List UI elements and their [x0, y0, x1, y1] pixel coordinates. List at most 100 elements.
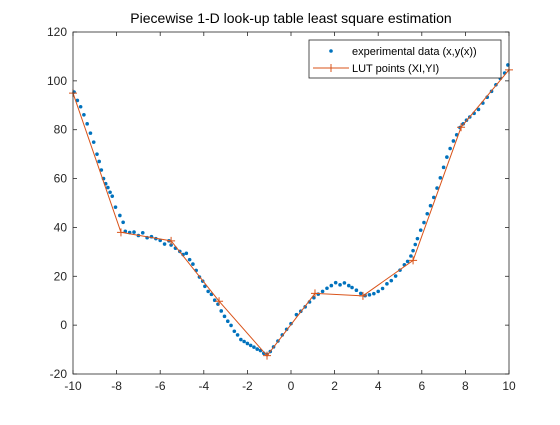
- legend: experimental data (x,y(x)) LUT points (X…: [308, 39, 502, 79]
- data-point: [169, 243, 173, 247]
- data-point: [95, 152, 99, 156]
- data-point: [242, 339, 246, 344]
- data-point: [245, 341, 250, 346]
- data-point: [333, 280, 338, 285]
- data-point: [451, 139, 456, 143]
- x-tick-label: -8: [111, 379, 122, 393]
- data-point: [121, 220, 125, 225]
- data-point: [75, 98, 80, 103]
- data-point: [448, 146, 452, 151]
- x-tick-label: -2: [242, 379, 253, 393]
- data-point: [411, 248, 415, 253]
- data-point: [239, 337, 243, 342]
- data-point: [380, 286, 385, 291]
- data-point: [219, 309, 224, 313]
- data-point: [206, 289, 210, 294]
- data-point: [203, 284, 207, 289]
- data-point: [320, 289, 325, 294]
- plot-area-background: [73, 32, 509, 374]
- data-point: [110, 194, 115, 198]
- data-point: [184, 251, 189, 256]
- data-point: [113, 205, 118, 209]
- lut-point-marker: [116, 228, 125, 237]
- lut-point-marker: [263, 351, 272, 360]
- legend-plus-marker: [327, 64, 335, 72]
- data-point: [445, 155, 449, 159]
- data-point: [108, 190, 112, 195]
- data-point: [106, 185, 110, 190]
- lut-point-marker: [457, 123, 466, 132]
- data-point: [132, 230, 136, 234]
- lut-point-marker: [409, 256, 418, 265]
- data-point: [99, 168, 104, 172]
- data-point: [415, 236, 420, 241]
- data-point: [118, 213, 122, 218]
- data-point: [252, 345, 256, 349]
- lut-point-marker: [215, 297, 224, 306]
- data-point: [431, 195, 436, 200]
- data-point: [187, 257, 192, 262]
- data-point: [162, 242, 167, 246]
- x-tick-label: -4: [198, 379, 209, 393]
- data-point: [338, 283, 342, 287]
- data-point: [255, 347, 260, 351]
- data-point: [229, 323, 233, 328]
- x-tick-label: 2: [331, 379, 338, 393]
- y-tick-label: -20: [50, 367, 68, 381]
- data-point: [358, 291, 363, 296]
- data-point: [367, 293, 372, 297]
- y-tick-label: 0: [60, 318, 67, 332]
- data-point: [409, 254, 413, 258]
- data-point: [376, 289, 381, 294]
- data-point: [438, 176, 443, 180]
- data-point: [97, 159, 101, 164]
- legend-label-experimental: experimental data (x,y(x)): [352, 46, 477, 58]
- data-point: [385, 282, 389, 286]
- data-point: [325, 286, 329, 291]
- lut-point-marker: [358, 291, 367, 300]
- x-tick-label: 4: [375, 379, 382, 393]
- data-point: [389, 278, 394, 283]
- data-point: [372, 291, 376, 296]
- data-point: [329, 283, 334, 288]
- lut-point-marker: [310, 289, 319, 298]
- lut-line: [72, 69, 510, 357]
- data-point: [225, 319, 230, 324]
- x-tick-label: 0: [288, 379, 295, 393]
- data-point: [88, 131, 93, 135]
- data-point: [85, 122, 89, 126]
- y-tick-label: 60: [54, 172, 68, 186]
- x-tick-label: 8: [462, 379, 469, 393]
- data-point: [91, 140, 96, 144]
- data-point: [78, 104, 83, 109]
- x-tick-label: -6: [155, 379, 166, 393]
- data-point: [248, 343, 253, 348]
- data-point: [435, 186, 439, 190]
- legend-label-lut: LUT points (XI,YI): [352, 63, 439, 75]
- data-point: [82, 113, 86, 117]
- data-point: [222, 314, 227, 319]
- data-point: [350, 285, 354, 290]
- data-layer: [69, 63, 513, 360]
- data-point: [393, 274, 398, 278]
- y-tick-label: 100: [47, 74, 67, 88]
- y-tick-label: 80: [54, 123, 68, 137]
- data-point: [232, 329, 237, 334]
- y-tick-label: 20: [54, 269, 68, 283]
- data-point: [418, 228, 423, 232]
- y-tick-label: 120: [47, 25, 67, 39]
- data-point: [342, 281, 347, 285]
- lut-point-marker: [167, 236, 176, 245]
- data-point: [191, 262, 195, 266]
- data-point: [476, 107, 481, 112]
- legend-scatter-marker: [329, 49, 333, 53]
- data-point: [235, 333, 240, 337]
- data-point: [354, 288, 359, 293]
- x-tick-label: 6: [418, 379, 425, 393]
- data-point: [422, 220, 426, 225]
- data-point: [413, 242, 418, 247]
- data-point: [425, 211, 430, 216]
